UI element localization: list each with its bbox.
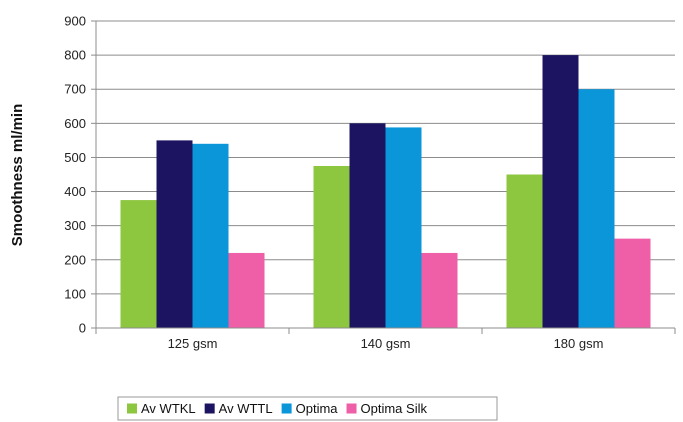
bar: [421, 252, 458, 328]
y-tick-label: 700: [64, 82, 86, 97]
bar: [614, 238, 651, 328]
x-tick-label: 180 gsm: [554, 336, 604, 351]
y-tick-label: 400: [64, 184, 86, 199]
legend-swatch: [346, 403, 357, 414]
bar: [120, 200, 157, 328]
legend-box: [117, 396, 498, 421]
y-axis-label: Smoothness ml/min: [9, 104, 26, 247]
bar: [578, 89, 615, 328]
bar: [192, 143, 229, 328]
legend-label: Av WTKL: [141, 401, 196, 416]
bar: [385, 127, 422, 328]
y-tick-label: 100: [64, 286, 86, 301]
x-tick-label: 125 gsm: [168, 336, 218, 351]
legend-swatch: [204, 403, 215, 414]
legend-swatch: [281, 403, 292, 414]
x-tick-label: 140 gsm: [361, 336, 411, 351]
bar: [506, 174, 543, 328]
legend: Av WTKL Av WTTL Optima Optima Silk: [117, 396, 498, 421]
y-tick-label: 200: [64, 252, 86, 267]
y-tick-label: 300: [64, 218, 86, 233]
y-tick-label: 600: [64, 116, 86, 131]
legend-label: Av WTTL: [219, 401, 273, 416]
bar: [228, 252, 265, 328]
bar: [156, 140, 193, 328]
ticks-layer: 0 100 200 300 400 500 600 700 800 900 125 gsm 140 g…: [64, 14, 603, 352]
bar: [542, 55, 579, 328]
y-tick-label: 500: [64, 150, 86, 165]
axes-layer: [91, 20, 676, 334]
bar: [349, 123, 386, 328]
legend-label: Optima Silk: [361, 401, 428, 416]
bars-layer: [120, 55, 651, 328]
bar: [313, 165, 350, 328]
legend-label: Optima: [296, 401, 339, 416]
y-tick-label: 0: [79, 321, 86, 336]
y-tick-label: 800: [64, 48, 86, 63]
y-tick-label: 900: [64, 14, 86, 29]
legend-swatch: [127, 403, 137, 414]
